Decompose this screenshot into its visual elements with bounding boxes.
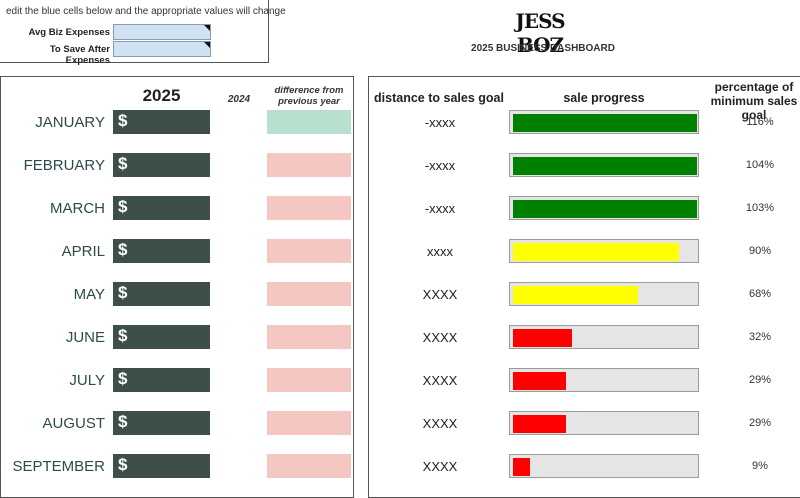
logo: JESS BOZ [515, 9, 565, 57]
sales-2025-cell[interactable]: $ [113, 325, 210, 349]
instructions-text: edit the blue cells below and the approp… [6, 6, 286, 17]
month-label: AUGUST [42, 415, 105, 432]
month-label: SEPTEMBER [12, 458, 105, 475]
sales-2025-cell[interactable]: $ [113, 196, 210, 220]
input-panel [0, 0, 269, 63]
distance-value: XXXX [422, 459, 458, 474]
difference-cell[interactable] [267, 153, 351, 177]
progress-fill [513, 243, 679, 261]
percent-value: 32% [748, 331, 772, 343]
currency-symbol: $ [118, 111, 128, 130]
progress-bar [509, 282, 699, 306]
currency-symbol: $ [118, 326, 128, 345]
progress-bar [509, 325, 699, 349]
avg-biz-expenses-input[interactable] [113, 24, 211, 40]
percent-value: 68% [748, 288, 772, 300]
distance-value: -xxxx [424, 158, 456, 173]
distance-header: distance to sales goal [374, 91, 504, 105]
distance-value: -xxxx [424, 115, 456, 130]
currency-symbol: $ [118, 455, 128, 474]
percent-value: 116% [746, 116, 774, 128]
currency-symbol: $ [118, 412, 128, 431]
currency-symbol: $ [118, 283, 128, 302]
difference-cell[interactable] [267, 282, 351, 306]
progress-bar [509, 110, 699, 134]
percentage-header: percentage of minimum sales goal [702, 80, 800, 122]
to-save-input[interactable] [113, 41, 211, 57]
progress-header: sale progress [563, 91, 645, 105]
progress-fill [513, 372, 566, 390]
progress-bar [509, 411, 699, 435]
difference-cell[interactable] [267, 411, 351, 435]
progress-fill [513, 157, 697, 175]
sales-2025-cell[interactable]: $ [113, 368, 210, 392]
month-label: MARCH [50, 200, 105, 217]
percentage-header-text: percentage of minimum sales goal [710, 80, 798, 122]
prev-year-header: 2024 [227, 94, 251, 105]
dashboard-title: 2025 BUSINESS DASHBOARD [471, 43, 615, 54]
sales-2025-cell[interactable]: $ [113, 239, 210, 263]
sales-2025-cell[interactable]: $ [113, 411, 210, 435]
progress-bar [509, 196, 699, 220]
year-header: 2025 [142, 86, 181, 105]
avg-biz-expenses-label: Avg Biz Expenses [28, 27, 110, 38]
difference-cell[interactable] [267, 325, 351, 349]
percent-value: 90% [748, 245, 772, 257]
percent-value: 29% [748, 417, 772, 429]
progress-bar [509, 153, 699, 177]
progress-fill [513, 114, 697, 132]
distance-value: XXXX [422, 287, 458, 302]
progress-fill [513, 329, 572, 347]
percent-value: 104% [745, 159, 775, 171]
percent-value: 103% [745, 202, 775, 214]
percent-value: 29% [748, 374, 772, 386]
progress-fill [513, 458, 530, 476]
difference-cell[interactable] [267, 239, 351, 263]
month-label: JUNE [65, 329, 105, 346]
difference-cell[interactable] [267, 368, 351, 392]
distance-value: XXXX [422, 373, 458, 388]
percent-value: 9% [752, 460, 768, 472]
dropdown-corner-icon [204, 42, 210, 48]
sales-2025-cell[interactable]: $ [113, 282, 210, 306]
sales-2025-cell[interactable]: $ [113, 110, 210, 134]
sales-2025-cell[interactable]: $ [113, 454, 210, 478]
currency-symbol: $ [118, 197, 128, 216]
difference-cell[interactable] [267, 454, 351, 478]
progress-bar [509, 239, 699, 263]
distance-value: XXXX [422, 416, 458, 431]
progress-fill [513, 286, 638, 304]
currency-symbol: $ [118, 240, 128, 259]
month-label: JANUARY [35, 114, 105, 131]
month-label: JULY [69, 372, 105, 389]
to-save-label: To Save After Expenses [49, 44, 110, 66]
sales-2025-cell[interactable]: $ [113, 153, 210, 177]
difference-cell[interactable] [267, 110, 351, 134]
progress-fill [513, 415, 566, 433]
currency-symbol: $ [118, 154, 128, 173]
month-label: APRIL [61, 243, 105, 260]
difference-cell[interactable] [267, 196, 351, 220]
difference-header: difference from previous year [274, 85, 344, 107]
month-label: FEBRUARY [23, 157, 105, 174]
dropdown-corner-icon [204, 25, 210, 31]
distance-value: -xxxx [424, 201, 456, 216]
progress-fill [513, 200, 697, 218]
progress-bar [509, 368, 699, 392]
currency-symbol: $ [118, 369, 128, 388]
progress-bar [509, 454, 699, 478]
distance-value: xxxx [427, 244, 453, 259]
distance-value: XXXX [422, 330, 458, 345]
month-label: MAY [73, 286, 105, 303]
